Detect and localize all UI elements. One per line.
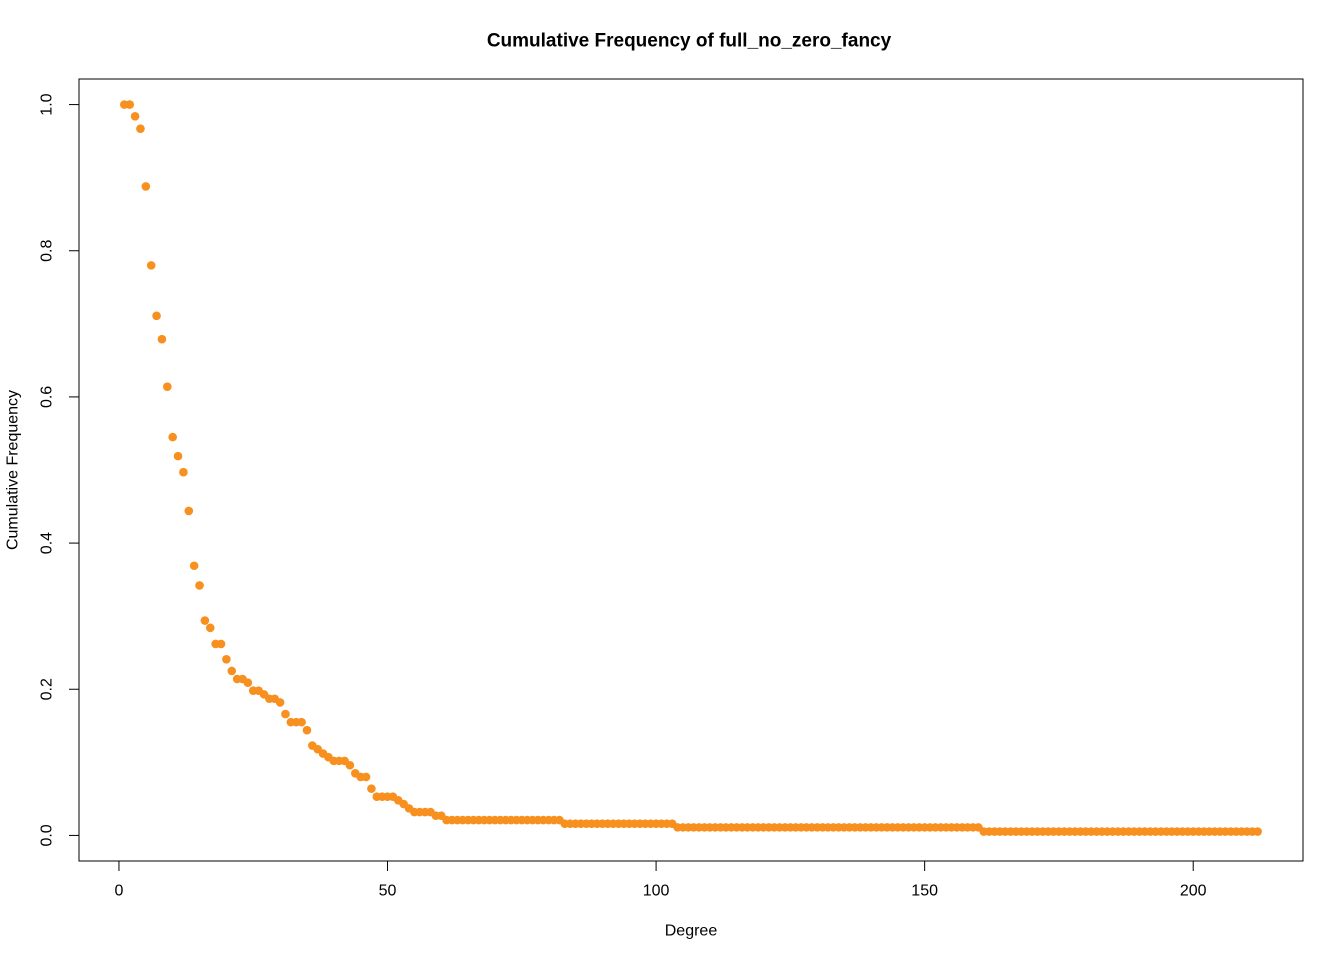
point	[216, 639, 226, 649]
point	[281, 709, 290, 719]
y-tick-label: 1.0	[39, 93, 56, 115]
point	[189, 561, 199, 571]
point	[173, 451, 183, 461]
point	[297, 717, 306, 727]
point	[200, 616, 210, 625]
y-tick-label: 0.8	[39, 240, 56, 262]
point	[163, 382, 172, 391]
point	[1253, 827, 1262, 836]
point	[361, 772, 371, 782]
y-tick-label: 0.4	[39, 532, 56, 554]
point	[146, 261, 156, 270]
point	[227, 666, 237, 676]
point	[157, 334, 167, 344]
x-tick-label: 0	[115, 883, 124, 900]
point	[367, 784, 376, 793]
x-tick-label: 50	[379, 883, 397, 900]
point	[168, 432, 177, 442]
point	[243, 678, 253, 687]
point	[205, 623, 215, 633]
plot-frame	[78, 78, 1304, 862]
point	[130, 111, 140, 121]
x-tick-label: 100	[643, 883, 670, 900]
chart-title: Cumulative Frequency of full_no_zero_fan…	[487, 31, 892, 52]
point	[195, 581, 204, 590]
point	[275, 698, 285, 707]
point	[222, 654, 231, 664]
point	[184, 506, 194, 516]
y-axis-label: Cumulative Frequency	[5, 390, 22, 550]
y-tick-label: 0.6	[39, 386, 56, 408]
point	[179, 467, 188, 477]
point	[152, 311, 161, 321]
y-tick-label: 0.2	[39, 678, 56, 700]
x-tick-label: 150	[911, 883, 938, 900]
point	[345, 760, 355, 770]
point	[125, 100, 135, 109]
x-axis-label: Degree	[665, 923, 718, 940]
point	[136, 124, 145, 133]
point	[302, 725, 312, 735]
x-tick-label: 200	[1180, 883, 1207, 900]
point	[141, 182, 151, 191]
y-tick-label: 0.0	[39, 824, 56, 846]
